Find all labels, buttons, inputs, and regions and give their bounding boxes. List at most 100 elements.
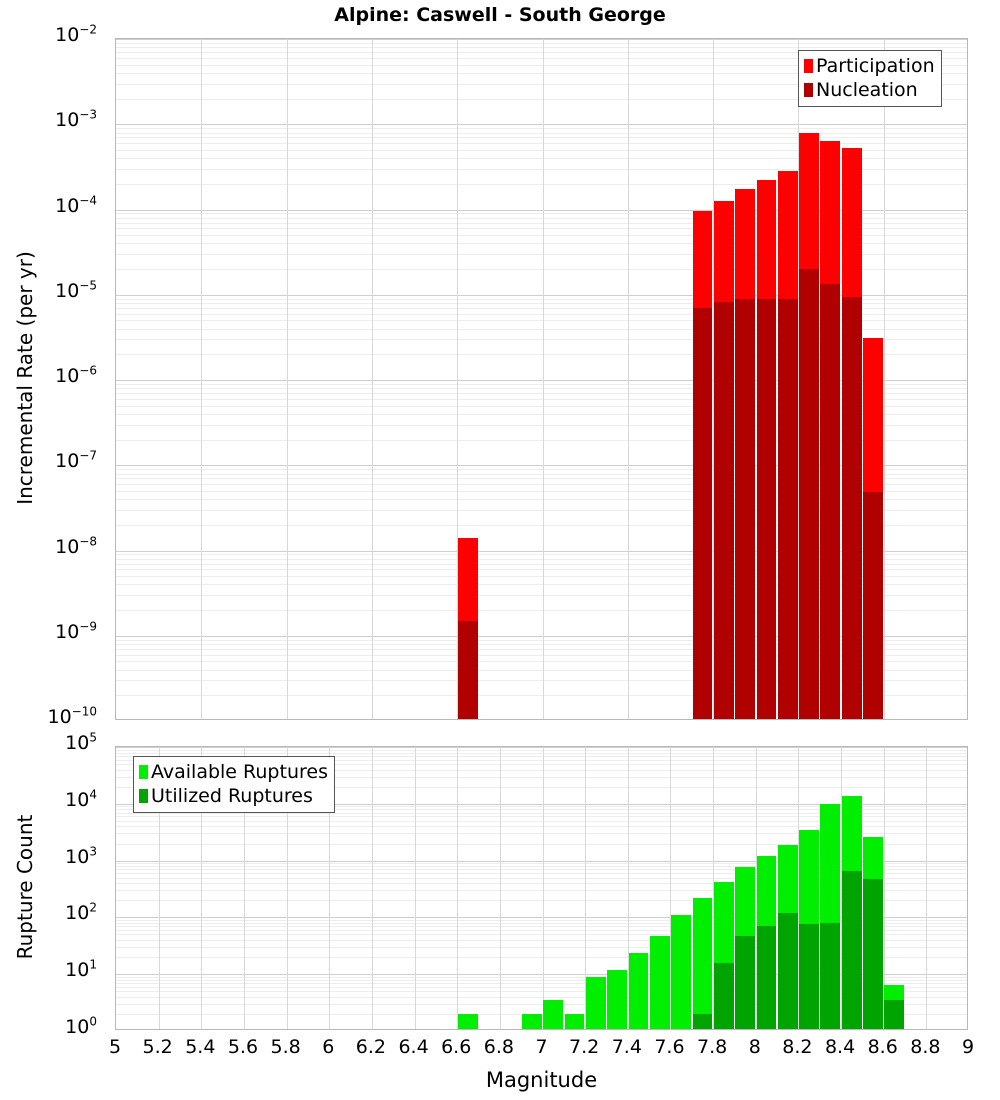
- x-tick-label: 5.2: [142, 1036, 173, 1058]
- gridline-minor: [116, 43, 967, 44]
- gridline-minor: [116, 926, 967, 927]
- bar-available-ruptures: [649, 936, 670, 1029]
- legend-incremental-rate: Participation Nucleation: [798, 50, 942, 107]
- x-tick-label: 6.8: [483, 1036, 514, 1058]
- gridline-minor: [116, 128, 967, 129]
- bar-nucleation: [777, 298, 798, 719]
- y-tick-label-top: 10−10: [47, 704, 97, 728]
- gridline-minor: [116, 169, 967, 170]
- gridline-minor: [116, 695, 967, 696]
- bar-available-ruptures: [521, 1013, 542, 1029]
- gridline-minor: [116, 254, 967, 255]
- gridline-vertical: [500, 747, 501, 1029]
- gridline-major: [116, 39, 967, 40]
- gridline-major: [116, 124, 967, 125]
- incremental-rate-plot-area: [116, 39, 967, 719]
- gridline-minor: [116, 235, 967, 236]
- gridline-major: [116, 861, 967, 862]
- gridline-minor: [116, 308, 967, 309]
- gridline-minor: [116, 640, 967, 641]
- y-tick-label-bottom: 101: [65, 957, 97, 982]
- gridline-vertical: [287, 39, 288, 719]
- gridline-vertical: [713, 39, 714, 719]
- gridline-vertical: [670, 747, 671, 1029]
- x-tick-label: 6: [322, 1036, 335, 1058]
- gridline-vertical: [201, 39, 202, 719]
- gridline-vertical: [543, 39, 544, 719]
- gridline-minor: [116, 150, 967, 151]
- gridline-minor: [116, 218, 967, 219]
- y-tick-label-bottom: 100: [65, 1014, 97, 1038]
- legend-label: Utilized Ruptures: [151, 784, 313, 807]
- legend-item: Utilized Ruptures: [139, 784, 328, 808]
- gridline-minor: [116, 661, 967, 662]
- gridline-vertical: [201, 747, 202, 1029]
- gridline-minor: [116, 73, 967, 74]
- gridline-major: [116, 210, 967, 211]
- gridline-vertical: [926, 747, 927, 1029]
- gridline-minor: [116, 977, 967, 978]
- bar-available-ruptures: [671, 915, 691, 1029]
- gridline-minor: [116, 576, 967, 577]
- gridline-vertical: [884, 39, 885, 719]
- gridline-minor: [116, 923, 967, 924]
- gridline-major: [116, 804, 967, 805]
- x-tick-label: 7: [535, 1036, 548, 1058]
- legend-item: Nucleation: [804, 78, 935, 102]
- legend-rupture-count: Available Ruptures Utilized Ruptures: [133, 756, 335, 813]
- gridline-minor: [116, 869, 967, 870]
- gridline-minor: [116, 787, 967, 788]
- gridline-minor: [116, 821, 967, 822]
- gridline-minor: [116, 299, 967, 300]
- legend-item: Available Ruptures: [139, 760, 328, 784]
- x-tick-label: 7.6: [654, 1036, 685, 1058]
- gridline-vertical: [372, 39, 373, 719]
- bar-utilized-ruptures: [756, 926, 777, 1029]
- legend-label: Nucleation: [816, 78, 918, 101]
- y-tick-label-top: 10−5: [55, 278, 97, 302]
- gridline-minor: [116, 559, 967, 560]
- bar-nucleation: [841, 296, 862, 719]
- x-tick-label: 7.4: [611, 1036, 642, 1058]
- gridline-minor: [116, 499, 967, 500]
- x-tick-label: 7.2: [569, 1036, 600, 1058]
- gridline-minor: [116, 680, 967, 681]
- gridline-minor: [116, 655, 967, 656]
- gridline-minor: [116, 991, 967, 992]
- gridline-major: [116, 636, 967, 637]
- gridline-minor: [116, 425, 967, 426]
- gridline-vertical: [244, 747, 245, 1029]
- gridline-minor: [116, 158, 967, 159]
- gridline-minor: [116, 388, 967, 389]
- gridline-vertical: [798, 747, 799, 1029]
- gridline-minor: [116, 770, 967, 771]
- gridline-minor: [116, 269, 967, 270]
- x-tick-label: 6.6: [441, 1036, 472, 1058]
- gridline-minor: [116, 777, 967, 778]
- gridline-minor: [116, 987, 967, 988]
- gridline-minor: [116, 469, 967, 470]
- gridline-minor: [116, 826, 967, 827]
- legend-swatch-icon: [804, 83, 813, 97]
- bar-available-ruptures: [585, 976, 606, 1029]
- gridline-minor: [116, 833, 967, 834]
- gridline-minor: [116, 670, 967, 671]
- bar-available-ruptures: [457, 1013, 478, 1029]
- gridline-vertical: [457, 39, 458, 719]
- gridline-vertical: [415, 747, 416, 1029]
- gridline-vertical: [713, 747, 714, 1029]
- x-tick-label: 8: [748, 1036, 761, 1058]
- gridline-vertical: [543, 747, 544, 1029]
- gridline-minor: [116, 510, 967, 511]
- bar-utilized-ruptures: [884, 1000, 905, 1029]
- gridline-minor: [116, 569, 967, 570]
- x-tick-label: 6.2: [355, 1036, 386, 1058]
- gridline-minor: [116, 813, 967, 814]
- gridline-minor: [116, 314, 967, 315]
- gridline-major: [116, 465, 967, 466]
- gridline-minor: [116, 228, 967, 229]
- x-axis-label: Magnitude: [485, 1068, 598, 1092]
- legend-item: Participation: [804, 54, 935, 78]
- gridline-major: [116, 551, 967, 552]
- y-tick-label-top: 10−9: [55, 619, 97, 643]
